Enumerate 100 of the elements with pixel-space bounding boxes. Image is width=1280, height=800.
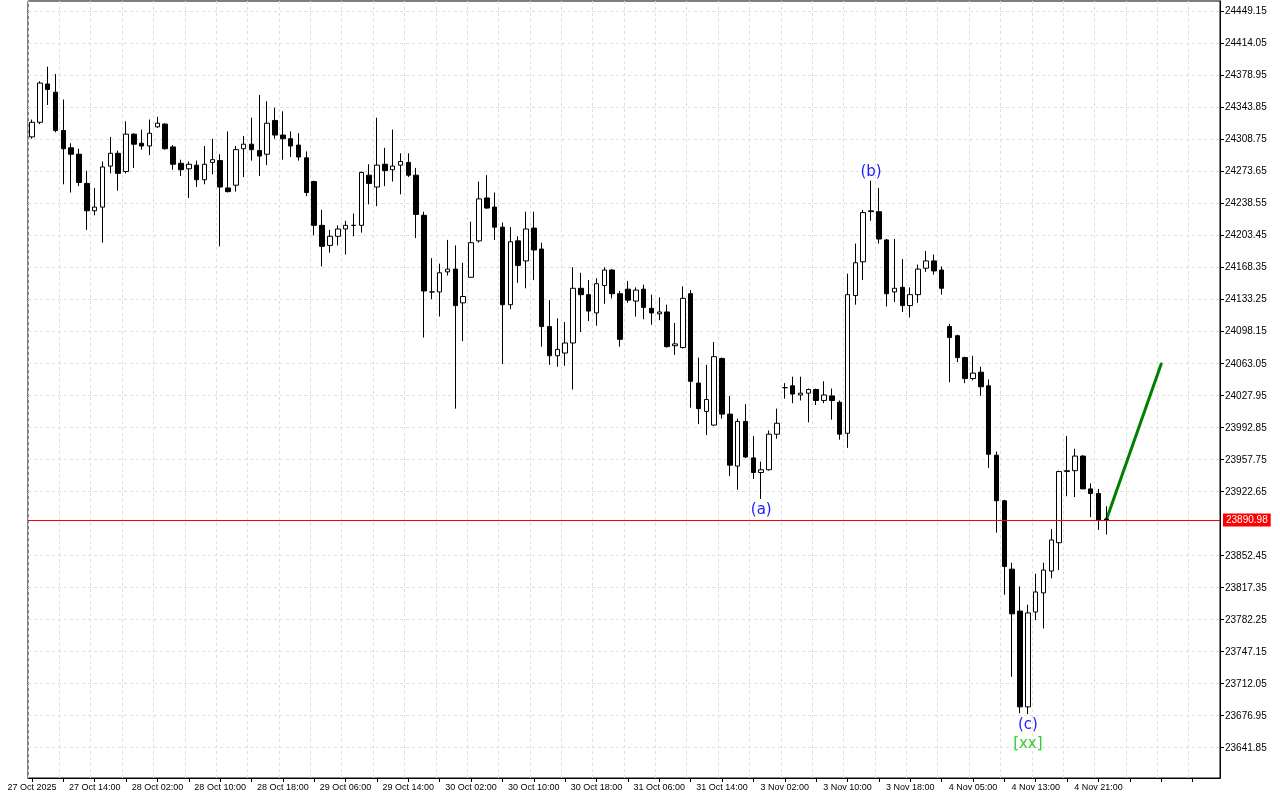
candlestick [939, 265, 944, 296]
candlestick [594, 277, 599, 327]
candlestick [1009, 562, 1015, 678]
candlestick [343, 220, 348, 256]
candlestick [460, 262, 466, 342]
candlestick [429, 257, 435, 300]
candlestick [249, 117, 254, 162]
candlestick [845, 273, 850, 449]
ref-line-label: 23890.98 [1226, 514, 1269, 526]
candlestick [311, 180, 317, 236]
candlestick [92, 187, 97, 216]
candlestick [139, 129, 144, 151]
x-tick-label: 27 Oct 2025 [7, 781, 57, 792]
candlestick [609, 268, 615, 299]
candlestick [790, 376, 795, 404]
candlestick [719, 357, 725, 420]
y-tick-label: 23712.05 [1225, 677, 1268, 689]
candlestick [813, 388, 819, 406]
candlestick [711, 341, 717, 427]
candlestick [500, 222, 505, 365]
candlestick [351, 212, 356, 237]
candlestick [672, 322, 678, 356]
candlestick [1017, 585, 1023, 714]
candlestick [1041, 562, 1046, 629]
candlestick [413, 167, 419, 239]
candlestick [798, 376, 803, 401]
candlestick [445, 239, 450, 276]
x-tick-label: 3 Nov 18:00 [885, 781, 935, 792]
candlestick [68, 142, 74, 194]
candlestick [194, 160, 199, 188]
candlestick [547, 299, 552, 366]
y-tick-label: 24308.75 [1225, 133, 1268, 145]
x-tick-label: 30 Oct 18:00 [570, 781, 623, 792]
candlestick [923, 250, 929, 273]
candlestick [751, 435, 756, 480]
y-tick-label: 24203.45 [1225, 229, 1268, 241]
candlestick [37, 80, 43, 125]
candlestick [296, 132, 301, 162]
candlestick [508, 226, 513, 310]
candlestick [978, 366, 984, 397]
annotation: (b) [860, 161, 882, 180]
candlestick [782, 382, 788, 400]
candlestick [1080, 454, 1086, 490]
annotation: (c) [1017, 715, 1038, 734]
candlestick [774, 408, 780, 440]
candlestick [147, 119, 152, 156]
candlestick [931, 254, 937, 276]
candlestick [280, 110, 286, 161]
candlestick [406, 152, 411, 178]
y-tick-label: 23817.35 [1225, 581, 1268, 593]
x-tick-label: 3 Nov 10:00 [823, 781, 872, 792]
candlestick [170, 144, 176, 171]
candlestick [625, 280, 631, 304]
x-tick-label: 28 Oct 10:00 [194, 781, 246, 792]
candlestick [115, 150, 121, 192]
y-tick-label: 24414.05 [1225, 37, 1268, 49]
y-tick-label: 23641.85 [1225, 741, 1268, 753]
candlestick [382, 147, 388, 187]
candlestick [178, 159, 184, 177]
candlestick [123, 120, 129, 174]
candlestick [131, 132, 137, 169]
candlestick [264, 100, 270, 166]
candlestick [366, 163, 372, 205]
candlestick [374, 117, 380, 207]
candlestick [468, 221, 474, 278]
candlestick [884, 238, 889, 308]
candlestick [649, 294, 654, 326]
candlestick [696, 357, 701, 425]
y-tick-label: 23992.85 [1225, 421, 1268, 433]
candlestick [492, 192, 497, 241]
x-tick-label: 30 Oct 02:00 [445, 781, 497, 792]
candlestick [84, 170, 90, 231]
candlestick [688, 289, 693, 409]
candlestick [531, 211, 537, 281]
candlestick [743, 403, 748, 459]
x-tick-label: 27 Oct 14:00 [68, 781, 121, 792]
candlestick [45, 66, 50, 106]
y-tick-label: 24168.35 [1225, 261, 1268, 273]
candlestick [1056, 470, 1062, 571]
candlestick [76, 148, 82, 187]
candlestick [578, 272, 584, 333]
candlestick [515, 235, 521, 284]
x-tick-label: 31 Oct 14:00 [696, 781, 748, 792]
candlestick [758, 461, 764, 500]
candlestick [1072, 448, 1078, 498]
x-tick-label: 4 Nov 21:00 [1074, 781, 1123, 792]
candlestick [61, 98, 66, 185]
candlestick [186, 161, 192, 199]
candlestick [586, 279, 591, 322]
y-tick-label: 23747.15 [1225, 645, 1268, 657]
x-tick-label: 4 Nov 05:00 [948, 781, 998, 792]
candlestick [217, 153, 223, 247]
candlestick [319, 209, 325, 267]
candlestick [994, 451, 999, 534]
candlestick [359, 171, 364, 234]
candlestick [484, 174, 490, 210]
candlestick [562, 321, 568, 367]
candlestick [1096, 488, 1101, 531]
candlestick [1088, 482, 1093, 518]
y-tick-label: 24027.95 [1225, 389, 1268, 401]
